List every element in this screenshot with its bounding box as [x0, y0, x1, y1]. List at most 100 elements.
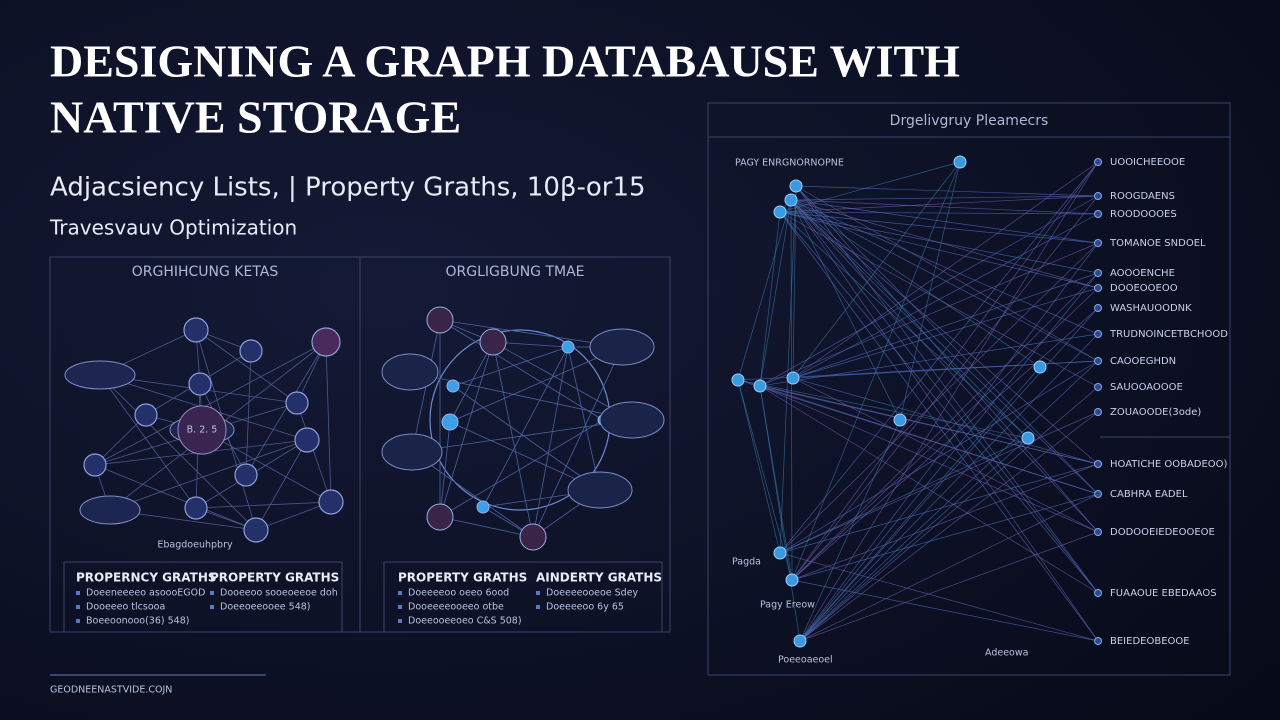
edge [737, 379, 781, 554]
node-label: B. 2. 5 [187, 425, 218, 436]
edge [791, 272, 1099, 581]
edge [245, 350, 252, 476]
node [785, 573, 799, 587]
node [1094, 637, 1102, 645]
diagram-label: HOATICHE OOBADEOO) [1110, 459, 1228, 470]
bullet [536, 605, 540, 609]
edge [795, 185, 1099, 533]
node [1094, 210, 1102, 218]
node [1094, 383, 1102, 391]
legend-item: Doeeeeoo oeeo 6ood [408, 588, 509, 599]
node [731, 373, 745, 387]
edge [779, 211, 1099, 642]
panel-title: ORGLIGBUNG TMAE [445, 264, 584, 280]
edge [99, 374, 257, 531]
edge [792, 360, 1099, 379]
node [234, 463, 258, 487]
edge [492, 341, 534, 538]
diagram-label: Pagy Ereow [760, 600, 815, 611]
edge [779, 211, 1099, 244]
diagram-label: ROOGDAENS [1110, 191, 1175, 202]
edge [439, 421, 451, 518]
edge [532, 346, 569, 538]
node [64, 360, 136, 390]
legend-item: Boeeoonooo(36) 548) [86, 616, 189, 627]
diagram-label: TRUDNOINCETBCHOOD [1109, 329, 1228, 340]
diagram-title: Drgelivgruy Pleamecrs [890, 113, 1049, 129]
edge [792, 377, 1099, 465]
bullet [398, 591, 402, 595]
node [311, 327, 341, 357]
node [188, 372, 212, 396]
edge [792, 161, 1099, 379]
edge [795, 185, 1099, 594]
edge [792, 272, 1099, 379]
node [294, 427, 320, 453]
edge [779, 185, 797, 554]
edge [790, 199, 1099, 465]
diagram-label: SAUOOAOOOE [1110, 382, 1183, 393]
node [285, 391, 309, 415]
diagram-label: FUAAOUE EBEDAAOS [1110, 588, 1217, 599]
bullet [76, 605, 80, 609]
node [1094, 269, 1102, 277]
bullet [210, 605, 214, 609]
edge [759, 385, 1099, 533]
node [519, 523, 547, 551]
edge [482, 346, 569, 508]
edge [201, 429, 332, 503]
edge [296, 402, 332, 503]
node [1094, 357, 1102, 365]
title-line: DESIGNING A GRAPH DATABAUSE WITH [50, 36, 960, 87]
edge [799, 360, 1099, 642]
edge [791, 287, 1099, 581]
panel-frames [49, 102, 1231, 676]
edge [790, 199, 1099, 244]
legend-title: AINDERTY GRATHS [536, 571, 662, 585]
node [789, 179, 803, 193]
legend-item: Doeeeeooeoe Sdey [546, 588, 639, 599]
legend-item: Dooeeeo tlcsooa [86, 602, 165, 613]
node [786, 371, 800, 385]
edge [779, 161, 1099, 554]
diagram-label: Pagda [732, 557, 761, 568]
node [243, 517, 269, 543]
caption: Ebagdoeuhpbry [157, 540, 233, 551]
edge [779, 463, 1099, 554]
edge [799, 493, 1099, 642]
edge [439, 319, 604, 421]
node [184, 496, 208, 520]
legend-title: PROPERTY GRATHS [398, 571, 527, 585]
edge [779, 161, 961, 213]
edge [409, 371, 633, 421]
edge [759, 385, 1099, 594]
node [1094, 490, 1102, 498]
legend-title: PROPERNCY GRATHS [76, 571, 217, 585]
edge [790, 199, 1099, 594]
edge [779, 211, 1029, 439]
edge [799, 242, 1099, 642]
edge [799, 366, 1041, 642]
edge [492, 341, 633, 421]
edge [779, 437, 1029, 554]
diagram-label: WASHAUOODNK [1110, 303, 1192, 314]
node [567, 471, 633, 509]
diagram-label: DODOOEIEDEOOEOE [1110, 527, 1215, 538]
edge [109, 439, 308, 511]
edge [452, 385, 601, 491]
edge [799, 386, 1099, 642]
edge [449, 346, 623, 423]
edge [94, 464, 257, 531]
edge [759, 385, 1099, 495]
diagram-label: PAGY ENRGNORNOPNE [735, 158, 844, 169]
node [1094, 460, 1102, 468]
edge [255, 439, 308, 531]
edge [737, 379, 793, 581]
edge [195, 501, 332, 509]
edge [799, 411, 1099, 642]
node [793, 634, 807, 648]
node [479, 328, 507, 356]
edge [899, 161, 961, 421]
footer: GEODNEENASTVIDE.COJN [50, 685, 172, 696]
edge [795, 185, 1099, 197]
